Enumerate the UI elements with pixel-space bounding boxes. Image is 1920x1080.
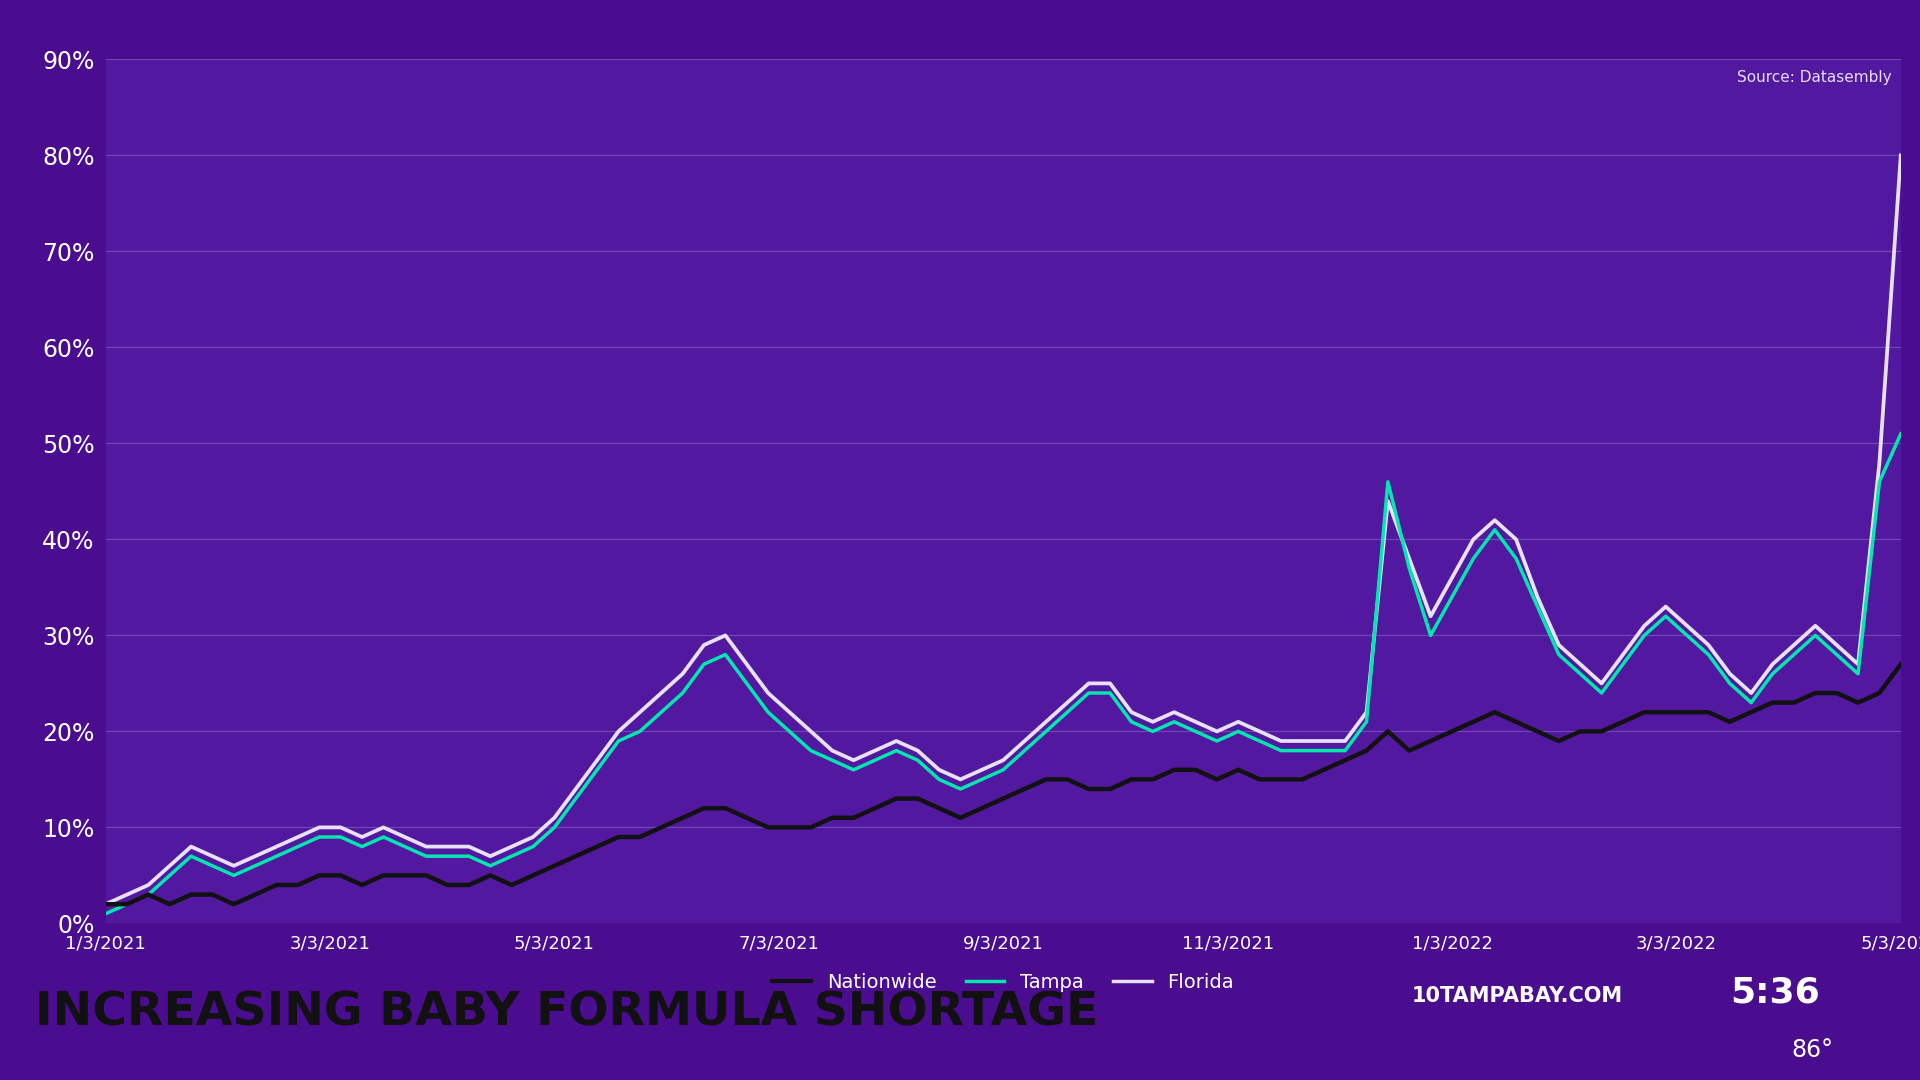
- Nationwide: [649, 821, 672, 834]
- Line: Tampa: Tampa: [106, 434, 1901, 914]
- Nationwide: [94, 897, 117, 910]
- Florida: [1889, 149, 1912, 162]
- Florida: [94, 897, 117, 910]
- Tampa: [94, 907, 117, 920]
- Florida: [993, 754, 1016, 767]
- Nationwide: [714, 801, 737, 814]
- Nationwide: [394, 869, 417, 882]
- Nationwide: [1782, 697, 1805, 710]
- Nationwide: [628, 831, 651, 843]
- Text: 86°: 86°: [1791, 1038, 1834, 1063]
- Text: Source: Datasembly: Source: Datasembly: [1736, 70, 1891, 85]
- Nationwide: [993, 792, 1016, 805]
- Legend: Nationwide, Tampa, Florida: Nationwide, Tampa, Florida: [764, 966, 1242, 1000]
- Florida: [714, 629, 737, 642]
- Line: Nationwide: Nationwide: [106, 664, 1901, 904]
- Tampa: [1889, 428, 1912, 441]
- Tampa: [394, 840, 417, 853]
- Florida: [394, 831, 417, 843]
- Florida: [1782, 638, 1805, 651]
- Tampa: [1782, 648, 1805, 661]
- Tampa: [628, 725, 651, 738]
- Tampa: [649, 705, 672, 718]
- Line: Florida: Florida: [106, 156, 1901, 904]
- Text: 5:36: 5:36: [1730, 975, 1820, 1009]
- Text: INCREASING BABY FORMULA SHORTAGE: INCREASING BABY FORMULA SHORTAGE: [35, 990, 1098, 1035]
- Text: 10TAMPABAY.COM: 10TAMPABAY.COM: [1411, 986, 1622, 1007]
- Tampa: [993, 764, 1016, 777]
- Florida: [649, 687, 672, 700]
- Nationwide: [1889, 658, 1912, 671]
- Florida: [628, 705, 651, 718]
- Tampa: [714, 648, 737, 661]
